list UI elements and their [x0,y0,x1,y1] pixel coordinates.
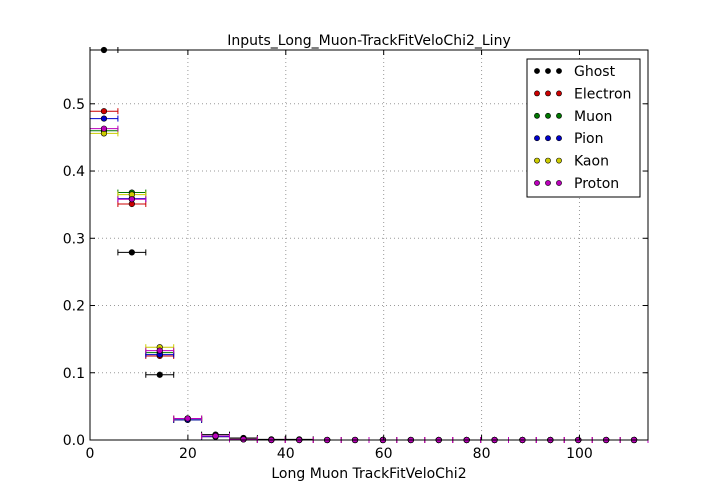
x-tick-label: 20 [179,446,197,462]
legend-item-electron: Electron [534,86,631,102]
plot-frame [89,49,649,441]
legend-marker [534,68,540,74]
x-tick-label: 40 [277,446,295,462]
axis-ticks: 0 20 40 60 80 100 0.0 0.1 0.2 0.3 0.4 0.5 [63,50,648,462]
data-point [240,436,247,443]
legend-marker [556,180,562,186]
legend-marker [545,157,551,164]
data-point [100,108,108,115]
x-axis-label: Long Muon TrackFitVeloChi2 [271,466,466,482]
data-point [184,415,191,422]
legend-item-kaon: Kaon [534,154,609,170]
data-point [156,371,163,378]
y-tick-label: 0.4 [63,164,85,180]
y-tick-label: 0.0 [63,433,85,449]
x-tick-label: 0 [86,446,95,462]
y-tick-label: 0.3 [63,231,85,247]
y-tick-label: 0.1 [63,366,85,382]
legend-marker [545,112,551,119]
legend-item-muon: Muon [534,109,612,125]
legend-marker [556,68,562,74]
data-point [100,125,108,132]
y-tick-label: 0.2 [63,299,85,315]
legend-item-pion: Pion [534,131,603,147]
legend-marker [534,157,540,164]
legend-label: Proton [574,176,619,192]
legend-marker [534,90,540,97]
x-tick-label: 100 [566,446,593,462]
legend-marker [556,135,562,142]
data-point [212,432,219,440]
legend-item-proton: Proton [534,176,619,192]
legend-marker [556,157,562,164]
data-point [156,347,163,354]
legend-label: Pion [574,131,603,147]
chart-title: Inputs_Long_Muon-TrackFitVeloChi2_Liny [227,33,510,49]
legend-marker [534,180,540,186]
data-point [100,115,108,122]
legend-marker [545,180,551,186]
legend-marker [545,68,551,74]
legend: Ghost Electron Muon Pion Kaon Proton [526,58,641,198]
legend-label: Kaon [574,154,609,170]
legend-label: Muon [574,109,612,125]
legend-marker [545,90,551,97]
legend-box [526,58,641,198]
legend-marker [534,135,540,142]
legend-marker [556,90,562,97]
legend-marker [534,112,540,119]
legend-item-ghost: Ghost [534,64,616,80]
legend-marker [545,135,551,142]
data-point [128,196,135,203]
y-tick-label: 0.5 [63,97,85,113]
legend-marker [556,112,562,119]
legend-label: Electron [574,86,631,102]
legend-label: Ghost [574,64,616,80]
x-tick-label: 80 [473,446,491,462]
x-tick-label: 60 [375,446,393,462]
data-point [128,249,135,256]
